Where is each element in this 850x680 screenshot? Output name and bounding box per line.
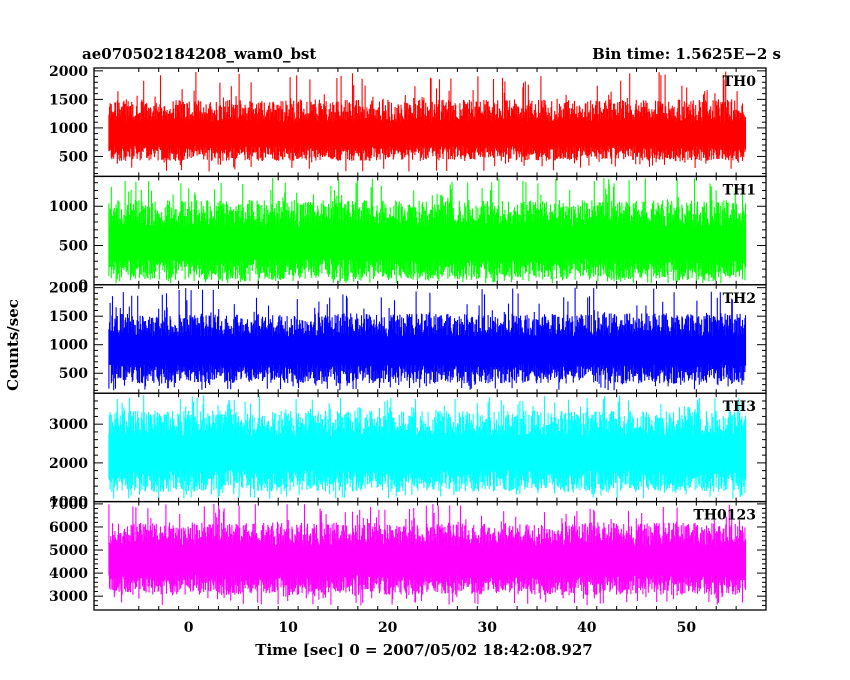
panel-label-th3: TH3 — [723, 399, 756, 415]
series-line-th1 — [108, 178, 747, 284]
series-line-th0123 — [108, 503, 747, 606]
y-tick-label: 4000 — [49, 566, 88, 582]
series-line-th3 — [108, 395, 747, 499]
y-tick-label: 1500 — [49, 309, 88, 325]
y-tick-label: 1500 — [49, 92, 88, 108]
y-tick-label: 500 — [59, 366, 88, 382]
x-tick-label: 30 — [478, 620, 498, 636]
panel-label-th2: TH2 — [723, 291, 756, 307]
panel-label-th0123: TH0123 — [693, 508, 756, 524]
x-axis: 0 10 20 30 40 50 — [184, 620, 697, 636]
x-tick-label: 0 — [184, 620, 194, 636]
panel-th0123: 3000 4000 5000 6000 7000 TH0123 — [49, 497, 767, 611]
panels-group: 500 1000 1500 2000 TH0 0 500 1000 TH1 500 1000 1500… — [49, 64, 767, 611]
y-tick-label: 3000 — [49, 589, 88, 605]
y-tick-label: 500 — [59, 239, 88, 255]
panel-th1: 0 500 1000 TH1 — [49, 175, 767, 294]
y-tick-label: 0 — [78, 278, 88, 294]
y-tick-label: 3000 — [49, 417, 88, 433]
panel-th3: 1000 2000 3000 TH3 — [49, 392, 767, 511]
series-line-th2 — [108, 287, 747, 391]
y-tick-label: 1000 — [49, 338, 88, 354]
y-tick-label: 7000 — [49, 497, 88, 513]
panel-th2: 500 1000 1500 2000 TH2 — [49, 281, 767, 394]
x-tick-label: 20 — [378, 620, 398, 636]
x-tick-label: 10 — [278, 620, 298, 636]
y-tick-label: 6000 — [49, 520, 88, 536]
y-tick-label: 2000 — [49, 281, 88, 297]
chart-title-left: ae070502184208_wam0_bst — [82, 45, 316, 63]
panel-label-th1: TH1 — [723, 182, 756, 198]
y-tick-label: 1000 — [49, 495, 88, 511]
y-axis-label: Counts/sec — [4, 299, 22, 391]
panel-frame — [93, 500, 767, 611]
y-tick-label: 1000 — [49, 199, 88, 215]
y-tick-label: 1000 — [49, 121, 88, 137]
series-line-th0 — [108, 71, 747, 172]
panel-label-th0: TH0 — [723, 74, 757, 90]
y-tick-label: 2000 — [49, 64, 88, 80]
y-tick-label: 500 — [59, 149, 88, 165]
y-tick-label: 2000 — [49, 456, 88, 472]
x-axis-label: Time [sec] 0 = 2007/05/02 18:42:08.927 — [255, 641, 592, 659]
chart-title-right: Bin time: 1.5625E−2 s — [592, 45, 781, 63]
panel-th0: 500 1000 1500 2000 TH0 — [49, 64, 767, 178]
y-tick-label: 5000 — [49, 543, 88, 559]
x-tick-label: 40 — [577, 620, 597, 636]
x-tick-label: 50 — [677, 620, 697, 636]
